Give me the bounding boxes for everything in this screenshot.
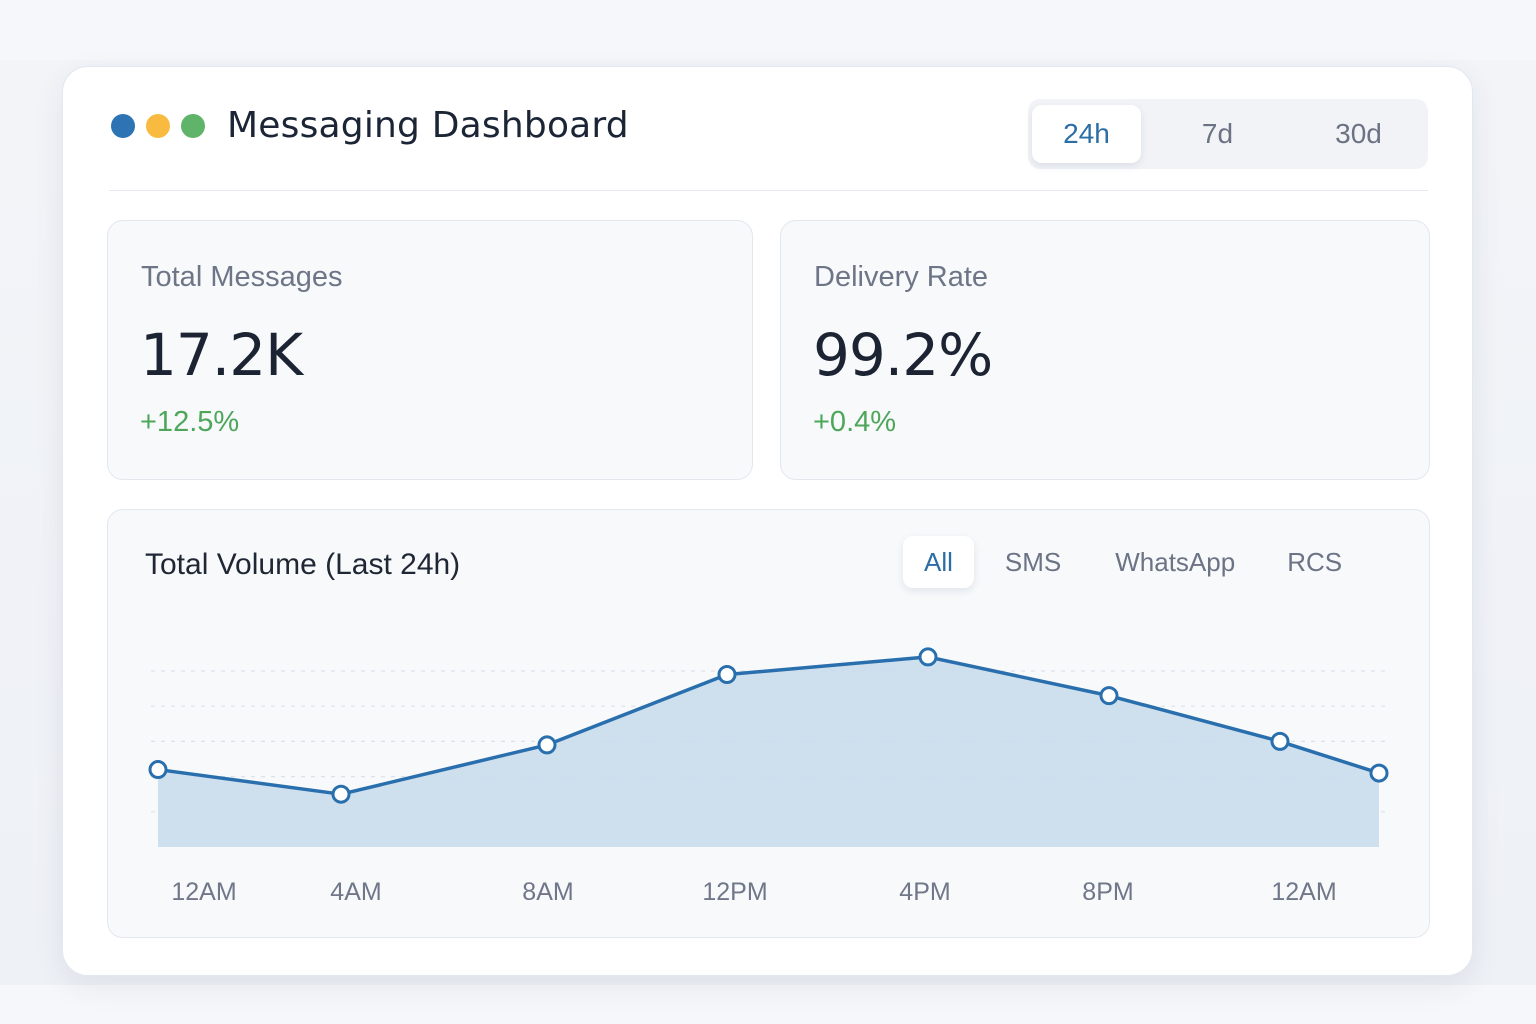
dashboard-card: Messaging Dashboard 24h 7d 30d Total Mes… <box>62 66 1473 976</box>
x-axis-tick-label: 8AM <box>522 878 574 906</box>
data-point-marker[interactable] <box>537 735 557 755</box>
tab-all[interactable]: All <box>903 536 974 588</box>
dashboard-header: Messaging Dashboard 24h 7d 30d <box>109 97 1428 191</box>
data-point-marker[interactable] <box>1270 731 1290 751</box>
tab-rcs[interactable]: RCS <box>1287 546 1343 577</box>
data-point-marker[interactable] <box>1099 686 1119 706</box>
green-dot-icon <box>181 114 205 138</box>
stat-delta: +12.5% <box>140 406 240 438</box>
time-range-selector: 24h 7d 30d <box>1028 99 1428 169</box>
tab-whatsapp[interactable]: WhatsApp <box>1115 546 1236 577</box>
data-point-marker[interactable] <box>331 784 351 804</box>
data-point-marker[interactable] <box>148 760 168 780</box>
window-dots <box>111 114 205 138</box>
channel-filter-tabs: All SMS WhatsApp RCS <box>903 536 1363 588</box>
stat-label: Delivery Rate <box>814 261 989 293</box>
stat-card-total-messages: Total Messages 17.2K +12.5% <box>107 220 753 480</box>
range-7d-button[interactable]: 7d <box>1201 118 1234 149</box>
blue-dot-icon <box>111 114 135 138</box>
x-axis-tick-label: 8PM <box>1082 878 1134 906</box>
chart-title: Total Volume (Last 24h) <box>145 548 461 581</box>
stat-card-delivery-rate: Delivery Rate 99.2% +0.4% <box>780 220 1430 480</box>
stat-value: 99.2% <box>813 321 993 389</box>
x-axis-tick-label: 12PM <box>702 878 768 906</box>
volume-chart-card: Total Volume (Last 24h) All SMS WhatsApp… <box>107 509 1430 938</box>
stat-value: 17.2K <box>140 321 303 389</box>
x-axis-tick-label: 12AM <box>171 878 237 906</box>
area-fill <box>158 656 1379 847</box>
stat-delta: +0.4% <box>813 406 897 438</box>
data-point-marker[interactable] <box>717 665 737 685</box>
tab-sms[interactable]: SMS <box>1004 546 1062 577</box>
data-point-marker[interactable] <box>1369 763 1389 783</box>
x-axis-tick-label: 4PM <box>899 878 951 906</box>
range-24h-button[interactable]: 24h <box>1032 105 1141 163</box>
stat-label: Total Messages <box>141 261 343 293</box>
x-axis-tick-label: 4AM <box>330 878 382 906</box>
series-line <box>157 655 1380 796</box>
data-point-marker[interactable] <box>918 647 938 667</box>
page-title: Messaging Dashboard <box>227 105 629 146</box>
range-30d-button[interactable]: 30d <box>1335 118 1382 149</box>
yellow-dot-icon <box>146 114 170 138</box>
volume-area-chart <box>148 647 1389 847</box>
x-axis-tick-label: 12AM <box>1271 878 1337 906</box>
